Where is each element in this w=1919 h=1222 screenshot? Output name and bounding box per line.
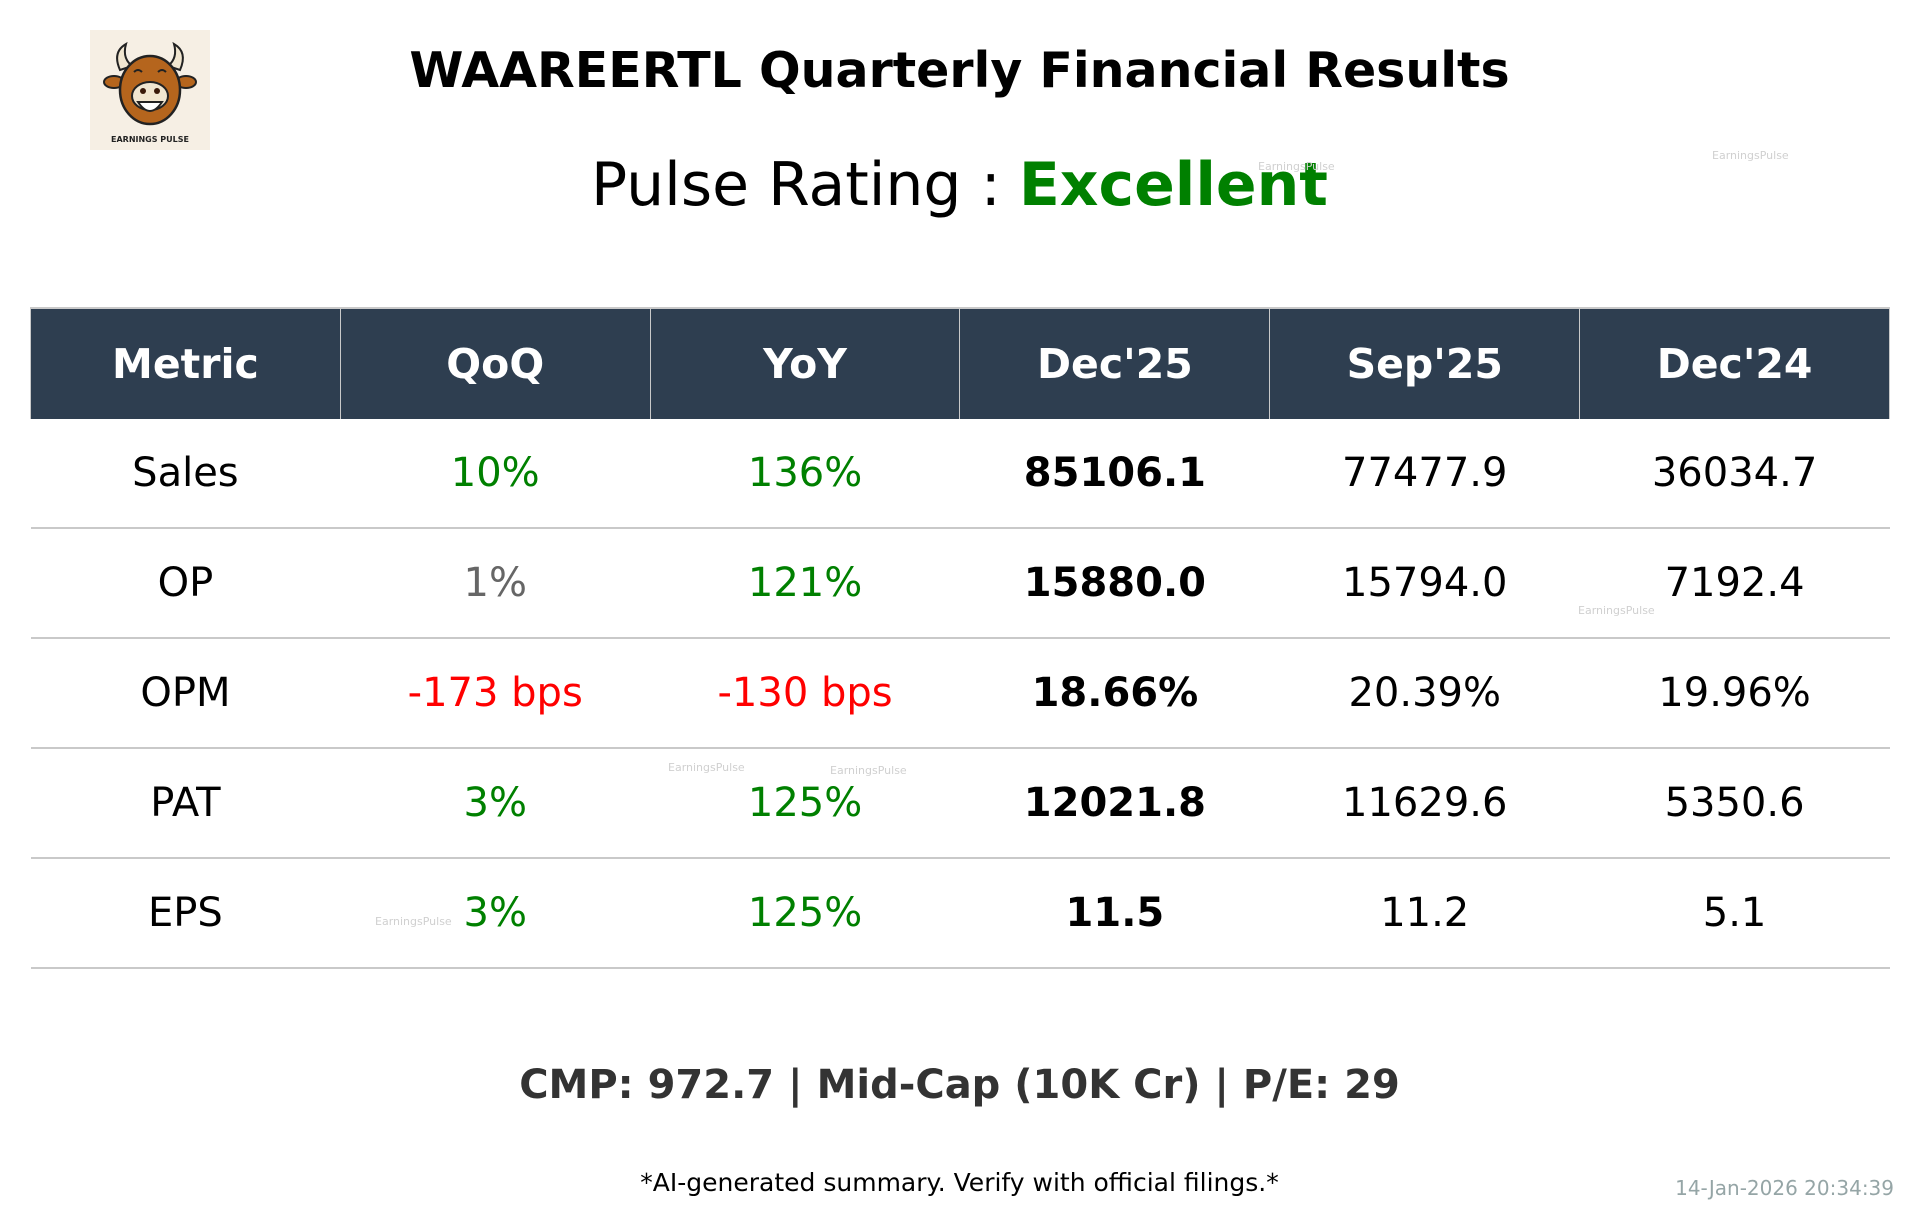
yoy-cell: 121% [650,528,960,639]
financial-results-table: Metric QoQ YoY Dec'25 Sep'25 Dec'24 Sale… [30,307,1890,969]
column-header-metric: Metric [30,307,341,419]
dec24-cell: 7192.4 [1579,528,1890,639]
dec25-cell: 11.5 [959,858,1270,969]
watermark: EarningsPulse [1578,604,1655,617]
table-row: OPM -173 bps -130 bps 18.66% 20.39% 19.9… [30,638,1890,749]
dec25-cell: 15880.0 [959,528,1270,639]
watermark: EarningsPulse [830,764,907,777]
table-row: EPS 3% 125% 11.5 11.2 5.1 [30,858,1890,969]
yoy-cell: -130 bps [650,638,960,749]
table-row: Sales 10% 136% 85106.1 77477.9 36034.7 [30,419,1890,529]
table-header-row: Metric QoQ YoY Dec'25 Sep'25 Dec'24 [30,307,1890,419]
dec25-cell: 85106.1 [959,419,1270,529]
page-title: WAAREERTL Quarterly Financial Results [409,42,1510,99]
dec25-cell: 18.66% [959,638,1270,749]
sep25-cell: 15794.0 [1269,528,1580,639]
dec24-cell: 19.96% [1579,638,1890,749]
sep25-cell: 77477.9 [1269,419,1580,529]
rating-label: Pulse Rating : [591,150,1001,220]
rating-value: Excellent [1018,150,1328,220]
market-summary: CMP: 972.7 | Mid-Cap (10K Cr) | P/E: 29 [519,1062,1400,1108]
yoy-cell: 125% [650,748,960,859]
column-header-dec25: Dec'25 [959,307,1271,419]
disclaimer: *AI-generated summary. Verify with offic… [640,1168,1279,1197]
table-row: PAT 3% 125% 12021.8 11629.6 5350.6 [30,748,1890,859]
column-header-sep25: Sep'25 [1269,307,1581,419]
metric-cell: PAT [30,748,341,859]
column-header-yoy: YoY [649,307,961,419]
metric-cell: OP [30,528,341,639]
table-row: OP 1% 121% 15880.0 15794.0 7192.4 [30,528,1890,639]
bull-icon: EARNINGS PULSE [103,41,197,144]
sep25-cell: 20.39% [1269,638,1580,749]
dec25-cell: 12021.8 [959,748,1270,859]
dec24-cell: 36034.7 [1579,419,1890,529]
yoy-cell: 125% [650,858,960,969]
qoq-cell: 3% [340,748,651,859]
watermark: EarningsPulse [1258,160,1335,173]
pulse-rating: Pulse Rating : Excellent [0,150,1919,220]
qoq-cell: 10% [340,419,651,529]
qoq-cell: -173 bps [340,638,651,749]
dec24-cell: 5350.6 [1579,748,1890,859]
qoq-cell: 1% [340,528,651,639]
yoy-cell: 136% [650,419,960,529]
sep25-cell: 11629.6 [1269,748,1580,859]
svg-text:EARNINGS PULSE: EARNINGS PULSE [111,135,189,144]
sep25-cell: 11.2 [1269,858,1580,969]
timestamp: 14-Jan-2026 20:34:39 [1675,1176,1894,1200]
dec24-cell: 5.1 [1579,858,1890,969]
earnings-pulse-logo: EARNINGS PULSE [90,30,210,150]
watermark: EarningsPulse [375,915,452,928]
metric-cell: Sales [30,419,341,529]
column-header-dec24: Dec'24 [1579,307,1890,419]
metric-cell: OPM [30,638,341,749]
metric-cell: EPS [30,858,341,969]
column-header-qoq: QoQ [339,307,651,419]
watermark: EarningsPulse [1712,149,1789,162]
watermark: EarningsPulse [668,761,745,774]
qoq-cell: 3% [340,858,651,969]
